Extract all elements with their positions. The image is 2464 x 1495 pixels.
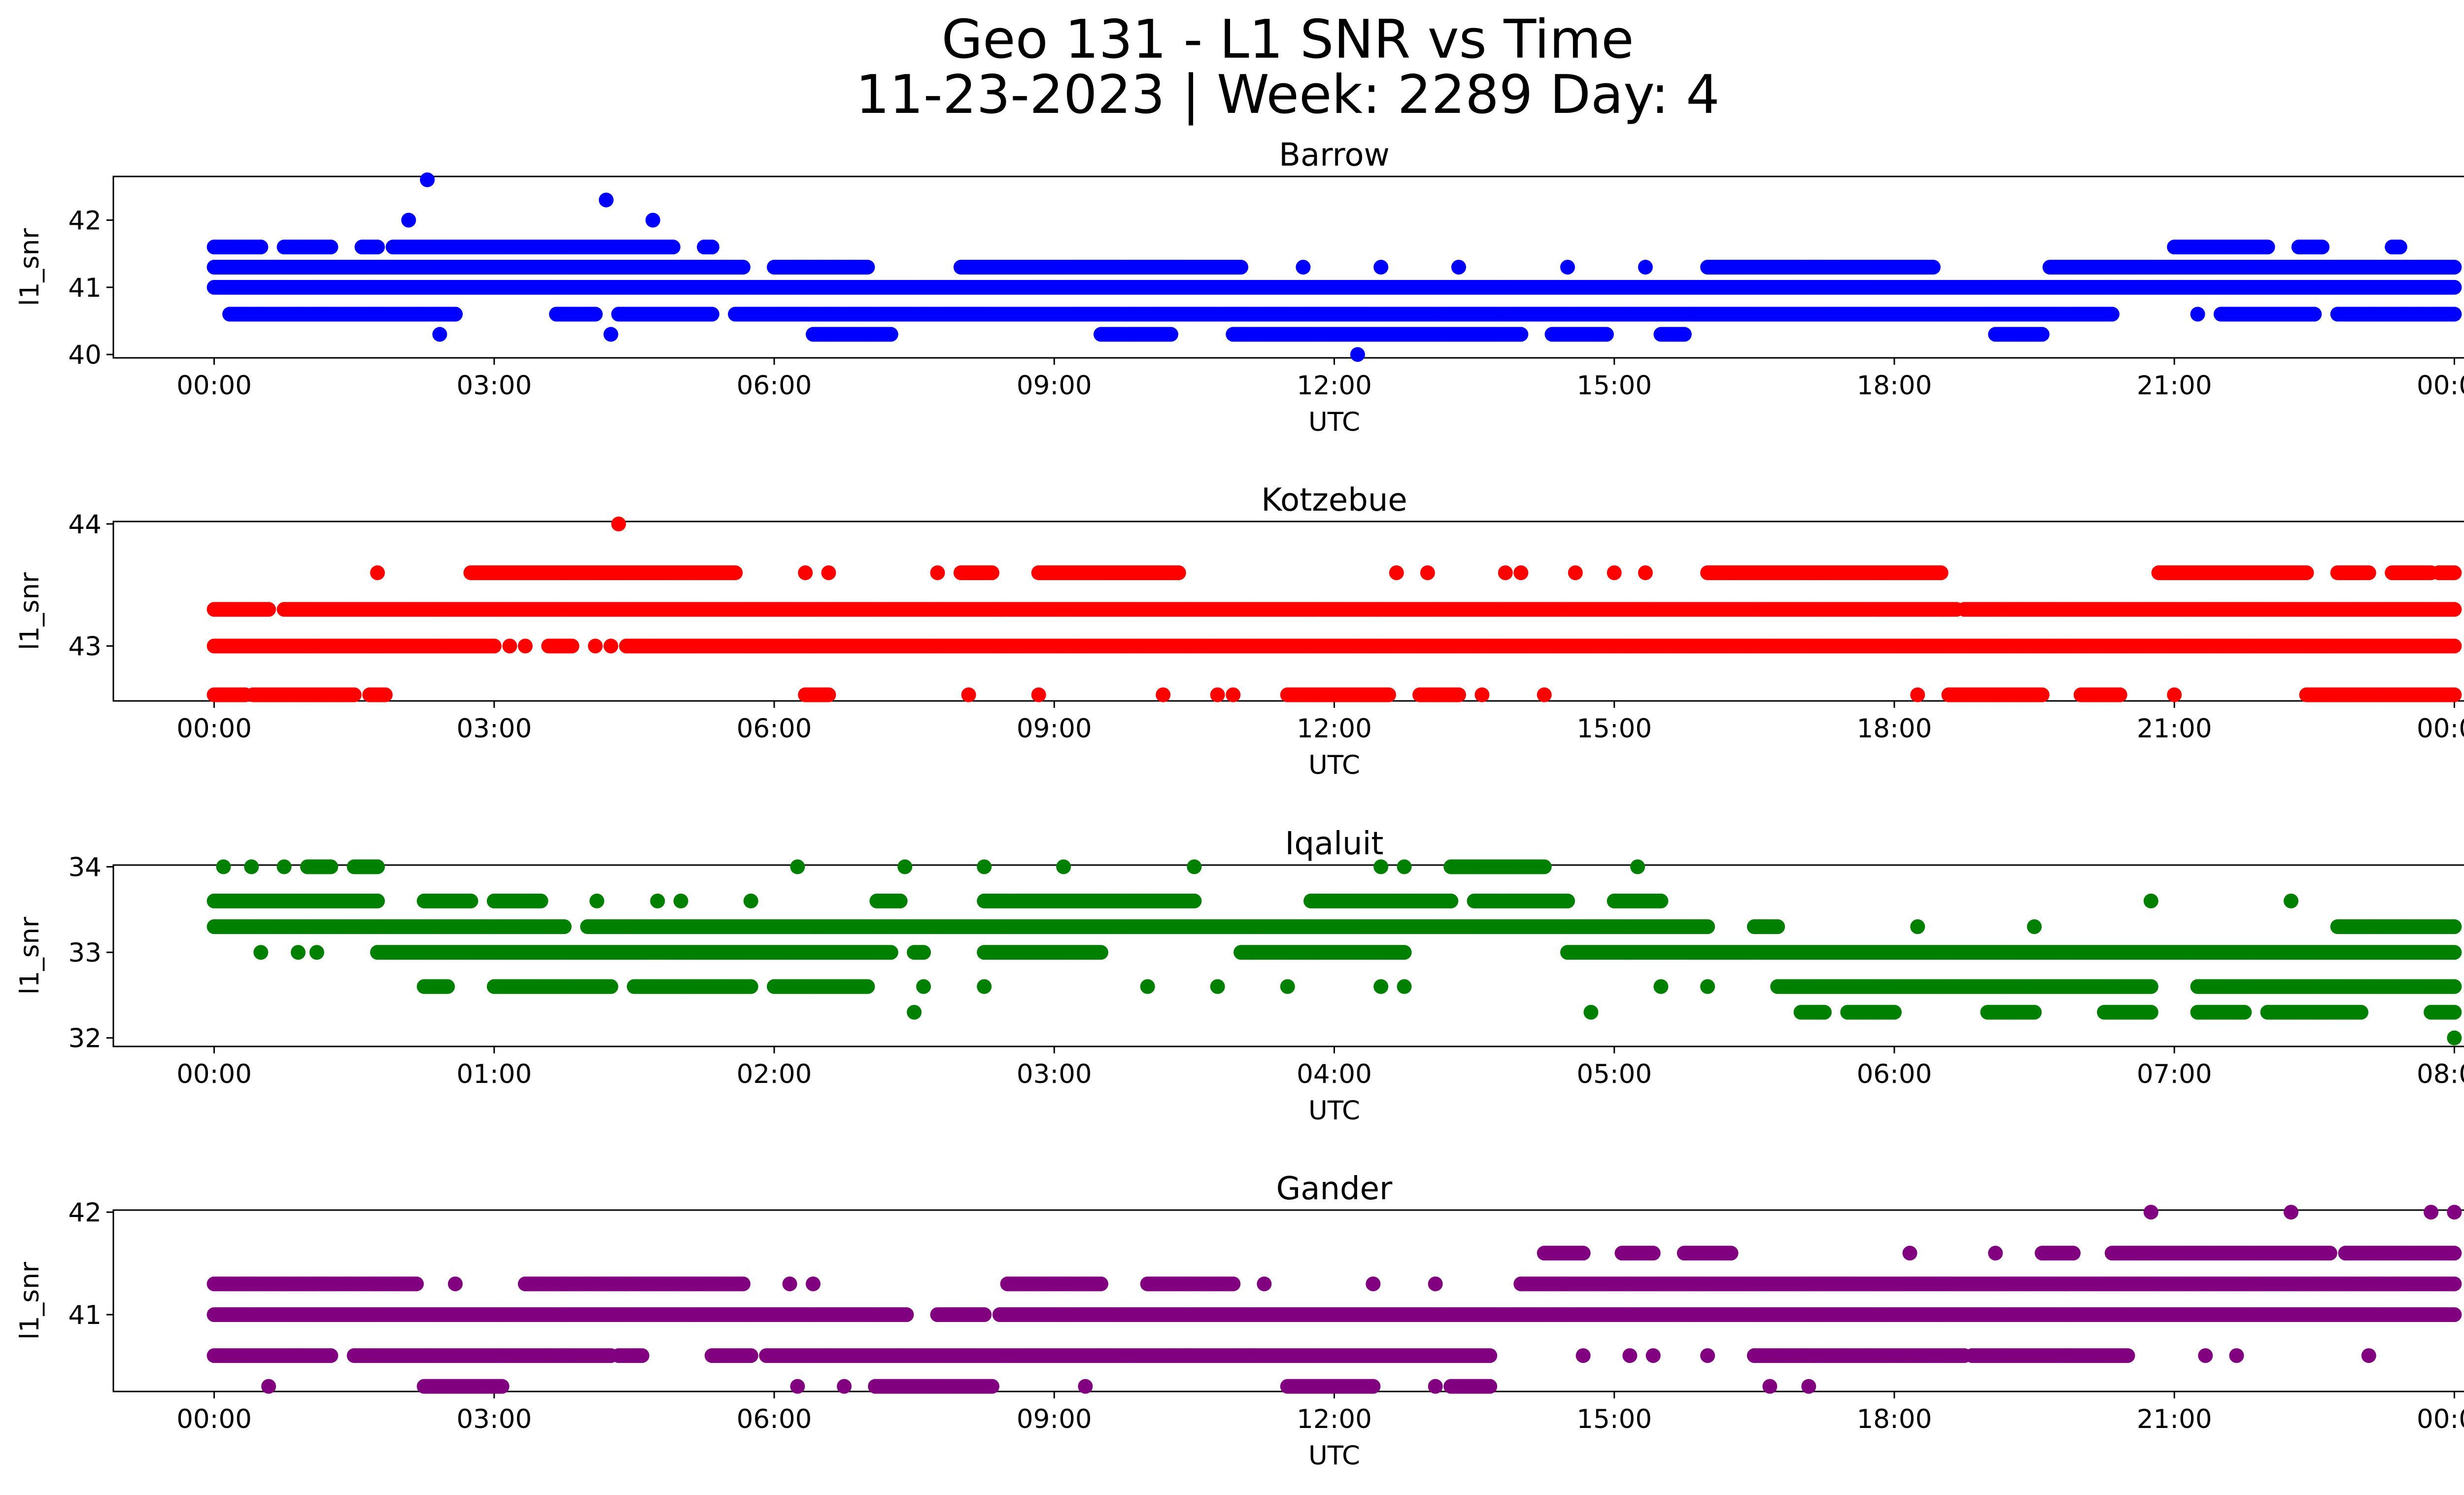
- data-point: [2104, 307, 2120, 322]
- data-point: [1599, 327, 1614, 342]
- x-tick-label: 00:00: [176, 371, 252, 401]
- data-point: [2034, 327, 2050, 342]
- data-point: [564, 638, 580, 654]
- data-point: [1233, 260, 1249, 275]
- data-point: [665, 240, 681, 255]
- x-tick-label: 15:00: [1576, 714, 1652, 744]
- x-tick-label: 21:00: [2137, 371, 2212, 401]
- data-point: [1451, 260, 1466, 275]
- figure-subtitle: 11-23-2023 | Week: 2289 Day: 4: [856, 64, 1720, 126]
- x-tick-label: 15:00: [1576, 371, 1652, 401]
- y-tick-label: 40: [68, 340, 102, 370]
- data-point: [704, 307, 719, 322]
- data-point: [323, 240, 339, 255]
- data-point: [2447, 307, 2462, 322]
- data-point: [1925, 260, 1941, 275]
- y-tick-label: 44: [68, 510, 102, 540]
- panel-title: Kotzebue: [1261, 482, 1407, 519]
- data-point: [603, 327, 618, 342]
- data-point: [1350, 347, 1365, 362]
- panel-kotzebue: Kotzebue 00:00 03:00 06:00 09:00 12:00 15:00 18…: [15, 482, 2464, 780]
- data-point: [1560, 260, 1575, 275]
- data-point: [486, 638, 502, 654]
- x-axis-label: UTC: [1308, 407, 1360, 437]
- data-point: [1677, 327, 1692, 342]
- x-tick-label: 12:00: [1297, 371, 1372, 401]
- x-tick-label: 09:00: [1017, 371, 1092, 401]
- data-point: [1164, 327, 1178, 342]
- data-point: [2447, 260, 2462, 275]
- x-tick-label: 09:00: [1017, 714, 1092, 744]
- x-tick-label: 21:00: [2137, 714, 2212, 744]
- x-tick-label: 00:00: [2417, 714, 2464, 744]
- data-point: [2447, 279, 2462, 295]
- data-point: [2392, 240, 2407, 255]
- data-point: [2307, 307, 2322, 322]
- x-tick-label: 18:00: [1857, 714, 1932, 744]
- x-tick-label: 03:00: [456, 371, 532, 401]
- data-point: [261, 602, 276, 617]
- y-axis-label: l1_snr: [15, 228, 45, 306]
- data-point: [860, 260, 875, 275]
- y-axis-label: l1_snr: [15, 572, 45, 650]
- data-point: [704, 240, 719, 255]
- data-point: [432, 327, 447, 342]
- data-point: [1296, 260, 1311, 275]
- data-point: [2315, 240, 2330, 255]
- data-point: [420, 172, 435, 187]
- data-point: [645, 212, 660, 228]
- data-point: [1638, 260, 1653, 275]
- data-point: [1373, 260, 1389, 275]
- data-point: [1513, 327, 1529, 342]
- data-point: [2190, 307, 2205, 322]
- figure-title: Geo 131 - L1 SNR vs Time: [941, 9, 1634, 70]
- data-point: [2260, 240, 2275, 255]
- data-point: [588, 307, 603, 322]
- x-axis-label: UTC: [1308, 750, 1360, 780]
- x-tick-label: 06:00: [737, 714, 812, 744]
- x-tick-label: 03:00: [456, 714, 532, 744]
- data-point: [883, 327, 898, 342]
- data-point: [253, 240, 269, 255]
- y-tick-label: 42: [68, 206, 102, 236]
- x-tick-label: 12:00: [1297, 714, 1372, 744]
- x-tick-label: 00:00: [176, 714, 252, 744]
- panel-title: Barrow: [1279, 137, 1390, 174]
- x-tick-label: 18:00: [1857, 371, 1932, 401]
- data-point: [401, 212, 416, 228]
- panel-barrow: Barrow 00:00 03:00 06:00 09:00 12:00 15:00 18:0…: [15, 137, 2464, 437]
- x-tick-label: 06:00: [737, 371, 812, 401]
- data-point: [447, 307, 463, 322]
- y-tick-label: 41: [68, 273, 102, 303]
- data-point: [735, 260, 751, 275]
- data-point: [599, 192, 614, 208]
- data-point: [2447, 638, 2462, 654]
- x-tick-label: 00:00: [2417, 371, 2464, 401]
- data-point: [370, 240, 385, 255]
- y-tick-label: 43: [68, 632, 102, 662]
